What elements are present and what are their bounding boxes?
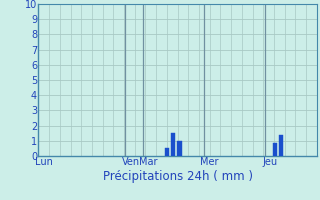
Bar	[279, 135, 283, 156]
Bar	[273, 143, 277, 156]
Bar	[177, 141, 181, 156]
Bar	[165, 148, 169, 156]
Bar	[171, 133, 175, 156]
X-axis label: Précipitations 24h ( mm ): Précipitations 24h ( mm )	[103, 170, 252, 183]
